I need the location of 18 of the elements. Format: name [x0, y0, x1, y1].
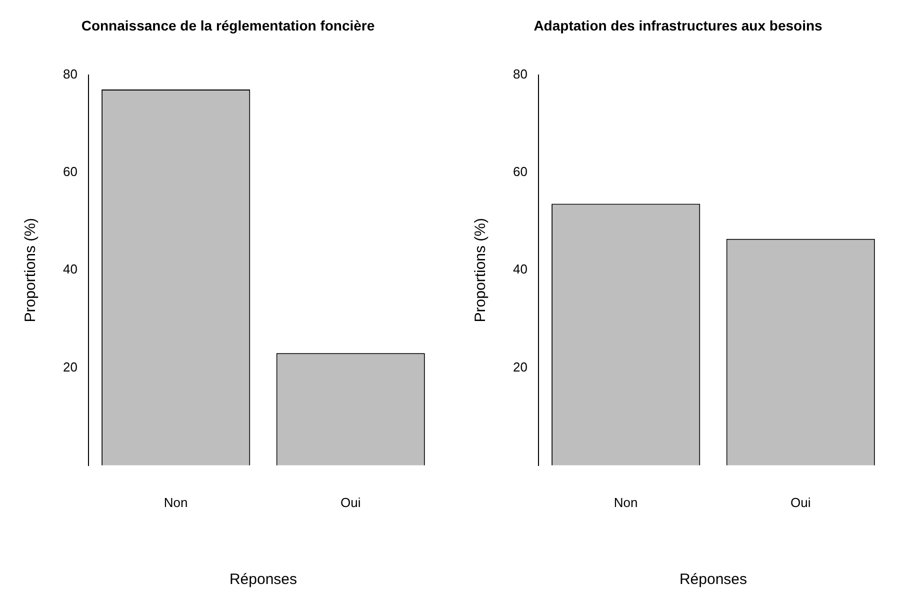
x-tick-label: Non: [164, 494, 188, 510]
y-tick-label: 80: [512, 66, 528, 82]
x-tick-label: Oui: [340, 494, 361, 510]
x-axis-title: Réponses: [229, 571, 298, 588]
chart-title: Adaptation des infrastructures aux besoins: [534, 17, 823, 34]
chart-title: Connaissance de la réglementation foncière: [81, 17, 375, 34]
y-tick-label: 60: [512, 164, 528, 180]
y-tick-label: 40: [62, 262, 78, 277]
y-axis-title: Proportions (%): [22, 218, 40, 322]
x-tick-label: Oui: [790, 494, 811, 510]
y-tick-label: 20: [62, 359, 78, 374]
y-axis-title: Proportions (%): [472, 218, 490, 322]
y-tick-label: 60: [62, 164, 78, 180]
y-tick-label: 80: [62, 66, 78, 82]
y-tick-label: 40: [512, 262, 528, 277]
x-tick-label: Non: [614, 494, 638, 510]
x-axis-title: Réponses: [679, 571, 748, 588]
y-tick-label: 20: [512, 359, 528, 374]
